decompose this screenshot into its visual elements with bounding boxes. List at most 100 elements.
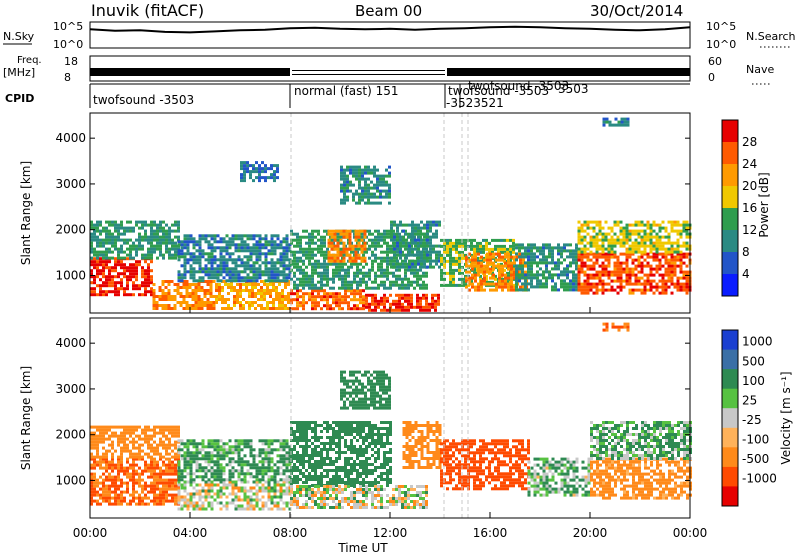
heatmap-cell — [251, 289, 254, 292]
heatmap-cell — [416, 277, 419, 281]
heatmap-cell — [165, 449, 168, 453]
heatmap-cell — [461, 241, 464, 245]
heatmap-cell — [156, 499, 159, 503]
heatmap-cell — [362, 295, 365, 299]
heatmap-cell — [346, 177, 349, 181]
heatmap-cell — [539, 252, 542, 256]
heatmap-cell — [153, 484, 156, 488]
heatmap-cell — [240, 237, 244, 241]
heatmap-cell — [279, 258, 283, 262]
heatmap-cell — [237, 270, 241, 274]
heatmap-cell — [96, 502, 99, 506]
heatmap-cell — [212, 301, 216, 304]
heatmap-cell — [364, 165, 367, 169]
heatmap-cell — [129, 275, 132, 279]
heatmap-cell — [311, 268, 314, 272]
heatmap-cell — [551, 261, 554, 265]
heatmap-cell — [189, 270, 193, 274]
heatmap-cell — [452, 268, 455, 272]
heatmap-cell — [370, 186, 373, 190]
heatmap-cell — [165, 229, 168, 233]
heatmap-cell — [368, 268, 371, 272]
heatmap-cell — [356, 307, 359, 311]
heatmap-cell — [354, 250, 358, 254]
heatmap-cell — [545, 279, 548, 283]
heatmap-cell — [428, 305, 431, 309]
heatmap-cell — [643, 250, 647, 254]
heatmap-cell — [117, 272, 120, 276]
heatmap-cell — [156, 235, 159, 239]
heatmap-cell — [299, 256, 302, 260]
heatmap-cell — [667, 273, 671, 277]
heatmap-cell — [404, 296, 407, 300]
heatmap-cell — [290, 241, 293, 245]
heatmap-cell — [90, 499, 93, 503]
heatmap-cell — [530, 279, 533, 283]
heatmap-cell — [201, 439, 205, 443]
heatmap-cell — [251, 295, 254, 298]
heatmap-cell — [290, 298, 293, 302]
heatmap-cell — [90, 490, 93, 494]
heatmap-cell — [147, 269, 150, 273]
heatmap-cell — [346, 165, 349, 169]
heatmap-cell — [577, 258, 581, 262]
heatmap-cell — [395, 268, 398, 272]
heatmap-cell — [449, 268, 452, 272]
heatmap-cell — [267, 480, 271, 484]
heatmap-cell — [261, 489, 265, 493]
heatmap-cell — [246, 255, 250, 259]
heatmap-cell — [320, 265, 323, 269]
heatmap-cell — [159, 469, 162, 473]
heatmap-cell — [221, 295, 224, 298]
heatmap-cell — [592, 267, 596, 271]
heatmap-cell — [449, 241, 452, 245]
heatmap-cell — [219, 258, 223, 262]
heatmap-cell — [284, 295, 287, 298]
heatmap-cell — [138, 293, 141, 297]
heatmap-cell — [200, 301, 204, 304]
heatmap-cell — [492, 252, 495, 256]
heatmap-cell — [144, 260, 147, 264]
heatmap-cell — [135, 455, 138, 459]
heatmap-cell — [222, 270, 226, 274]
heatmap-cell — [332, 271, 335, 275]
heatmap-cell — [239, 292, 242, 295]
heatmap-cell — [243, 173, 246, 177]
heatmap-cell — [165, 452, 168, 456]
heatmap-cell — [281, 298, 284, 301]
heatmap-cell — [135, 287, 138, 291]
heatmap-cell — [183, 495, 187, 499]
heatmap-cell — [99, 290, 102, 294]
heatmap-cell — [191, 289, 195, 292]
heatmap-cell — [619, 270, 623, 274]
heatmap-cell — [386, 259, 389, 263]
heatmap-cell — [249, 237, 253, 241]
heatmap-cell — [329, 307, 332, 311]
heatmap-cell — [480, 264, 483, 268]
heatmap-cell — [425, 271, 428, 275]
heatmap-cell — [340, 183, 343, 187]
heatmap-cell — [225, 258, 229, 262]
heatmap-cell — [542, 261, 545, 265]
heatmap-cell — [646, 264, 650, 268]
heatmap-cell — [150, 244, 153, 248]
heatmap-cell — [150, 434, 153, 438]
heatmap-cell — [177, 223, 180, 227]
heatmap-cell — [515, 264, 518, 268]
heatmap-cell — [132, 256, 135, 260]
heatmap-cell — [548, 255, 551, 259]
heatmap-cell — [93, 490, 96, 494]
heatmap-cell — [237, 243, 241, 247]
heatmap-cell — [598, 247, 602, 251]
heatmap-cell — [408, 235, 411, 239]
heatmap-cell — [326, 271, 329, 275]
heatmap-cell — [261, 170, 264, 174]
heatmap-cell — [405, 238, 408, 242]
heatmap-cell — [592, 261, 596, 265]
heatmap-cell — [123, 466, 126, 470]
heatmap-cell — [416, 241, 419, 245]
heatmap-cell — [580, 226, 584, 230]
heatmap-cell — [126, 457, 129, 461]
heatmap-cell — [117, 229, 120, 233]
heatmap-cell — [152, 289, 156, 292]
